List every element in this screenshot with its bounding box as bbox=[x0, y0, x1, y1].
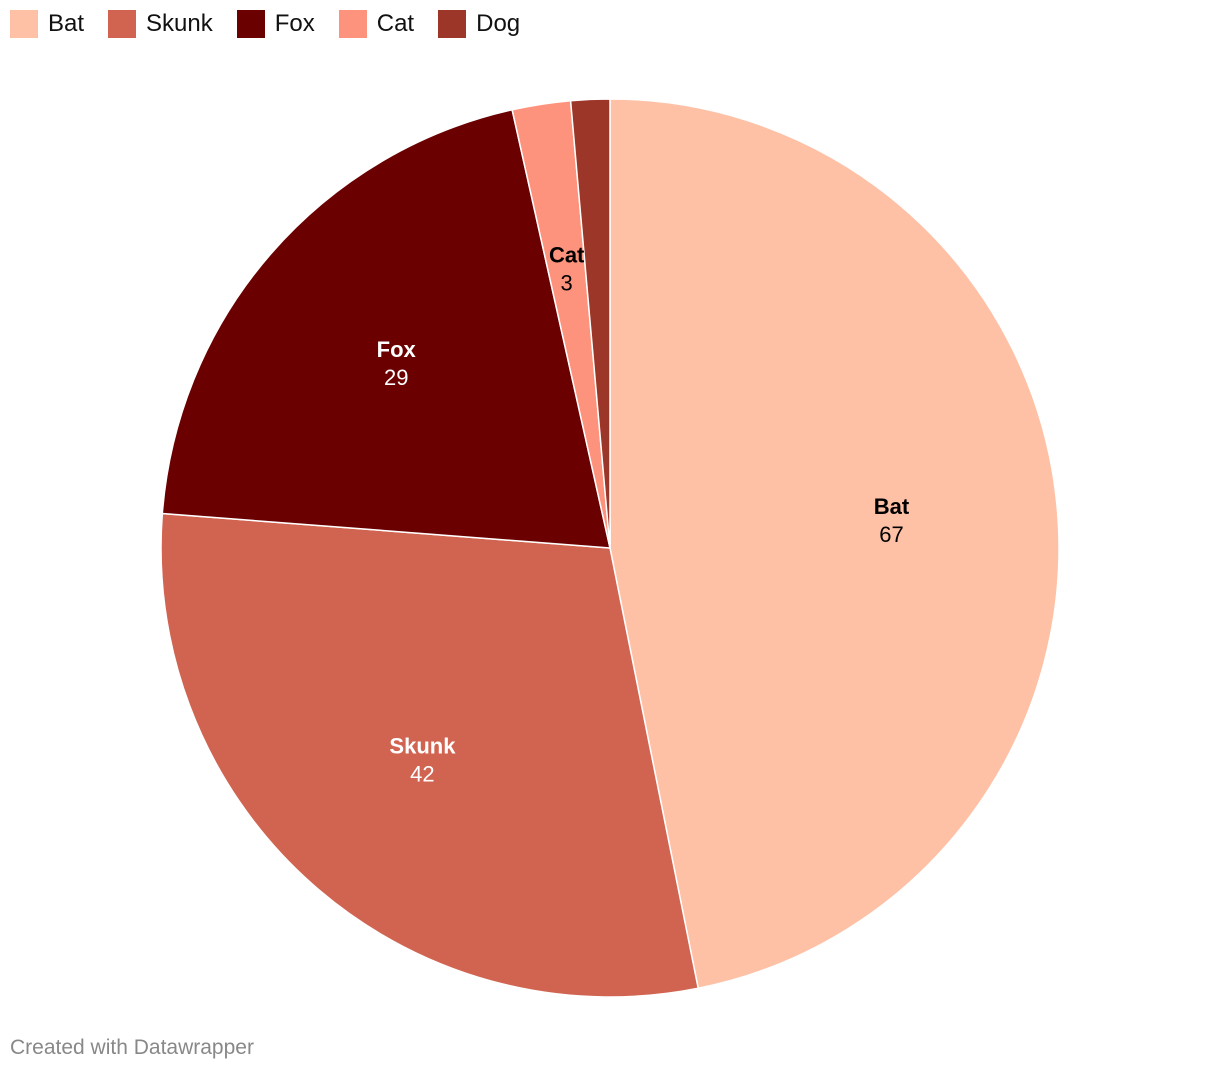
legend-item-dog: Dog bbox=[438, 10, 520, 38]
slice-label-name-bat: Bat bbox=[874, 494, 910, 519]
legend-swatch-fox bbox=[236, 10, 265, 38]
legend-swatch-dog bbox=[438, 10, 467, 38]
legend-item-fox: Fox bbox=[236, 10, 315, 38]
legend-label-dog: Dog bbox=[476, 10, 521, 37]
legend-label-cat: Cat bbox=[376, 10, 415, 37]
legend-item-cat: Cat bbox=[338, 10, 415, 38]
slice-label-value-skunk: 42 bbox=[410, 762, 434, 787]
legend-item-bat: Bat bbox=[10, 10, 84, 38]
legend-swatch-cat bbox=[338, 10, 367, 38]
slice-label-name-fox: Fox bbox=[377, 337, 417, 362]
slice-label-value-fox: 29 bbox=[384, 365, 408, 390]
chart-legend: Bat Skunk Fox Cat Dog bbox=[10, 10, 544, 38]
legend-swatch-skunk bbox=[108, 10, 137, 38]
pie-slice-dog bbox=[569, 98, 611, 549]
slice-label-value-cat: 3 bbox=[561, 270, 573, 295]
legend-item-skunk: Skunk bbox=[108, 10, 213, 38]
slice-label-name-cat: Cat bbox=[549, 242, 585, 267]
pie-slice-bat bbox=[609, 98, 1060, 990]
legend-label-skunk: Skunk bbox=[146, 10, 213, 37]
pie-slice-fox bbox=[161, 108, 611, 549]
legend-label-bat: Bat bbox=[48, 10, 85, 37]
legend-label-fox: Fox bbox=[274, 10, 315, 37]
slice-label-value-bat: 67 bbox=[879, 522, 903, 547]
footer-credit: Created with Datawrapper bbox=[10, 1036, 254, 1059]
legend-swatch-bat bbox=[10, 10, 38, 38]
slice-label-name-skunk: Skunk bbox=[389, 734, 456, 759]
pie-slice-skunk bbox=[160, 512, 700, 998]
